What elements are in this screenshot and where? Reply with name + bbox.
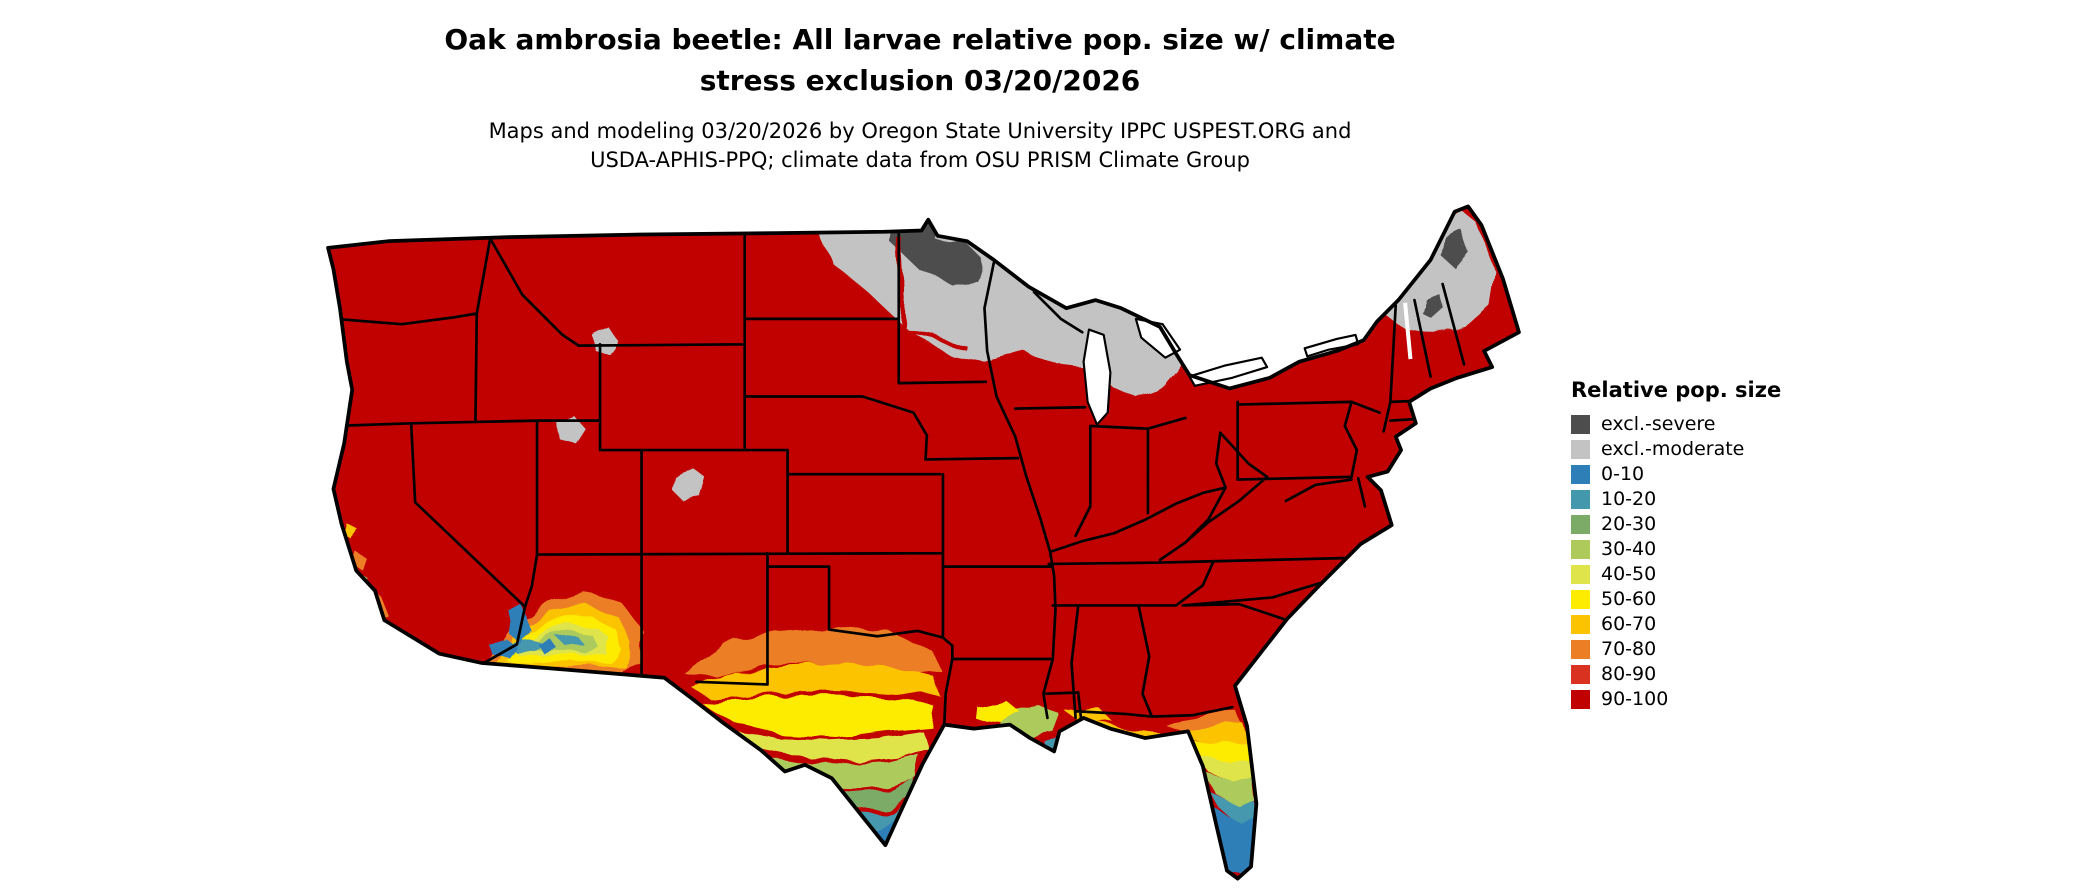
legend-swatch bbox=[1571, 690, 1590, 709]
florida-gradient bbox=[1091, 711, 1257, 875]
legend-swatch bbox=[1571, 415, 1590, 434]
legend-swatch bbox=[1571, 515, 1590, 534]
legend-item: 20-30 bbox=[1571, 512, 1781, 537]
legend-item: 10-20 bbox=[1571, 487, 1781, 512]
map-header: Oak ambrosia beetle: All larvae relative… bbox=[180, 20, 1660, 174]
map-subtitle: Maps and modeling 03/20/2026 by Oregon S… bbox=[180, 117, 1660, 174]
legend-label: 60-70 bbox=[1601, 613, 1657, 635]
legend-label: 0-10 bbox=[1601, 463, 1645, 485]
state-borders bbox=[332, 231, 1466, 726]
legend-swatch bbox=[1571, 615, 1590, 634]
legend-swatch bbox=[1571, 540, 1590, 559]
legend-label: 90-100 bbox=[1601, 688, 1669, 710]
legend-swatch bbox=[1571, 490, 1590, 509]
legend-item: 90-100 bbox=[1571, 687, 1781, 712]
lake-champlain bbox=[1403, 302, 1413, 360]
legend-label: 30-40 bbox=[1601, 538, 1657, 560]
map-title-line-2: stress exclusion 03/20/2026 bbox=[699, 63, 1141, 97]
legend-title: Relative pop. size bbox=[1571, 378, 1782, 402]
map-subtitle-line-2: USDA-APHIS-PPQ; climate data from OSU PR… bbox=[590, 147, 1250, 172]
legend-item: excl.-moderate bbox=[1571, 437, 1781, 462]
great-lakes bbox=[1082, 302, 1413, 426]
map-subtitle-line-1: Maps and modeling 03/20/2026 by Oregon S… bbox=[488, 119, 1352, 144]
southwest-gradient bbox=[342, 522, 643, 674]
legend-swatch bbox=[1571, 590, 1590, 609]
legend-label: 50-60 bbox=[1601, 588, 1657, 610]
legend-item: 50-60 bbox=[1571, 587, 1781, 612]
legend-item: 70-80 bbox=[1571, 637, 1781, 662]
legend-label: 40-50 bbox=[1601, 563, 1657, 585]
legend-item: 40-50 bbox=[1571, 562, 1781, 587]
lake-michigan bbox=[1082, 328, 1112, 426]
legend-item: 30-40 bbox=[1571, 537, 1781, 562]
legend: Relative pop. size excl.-severe excl.-mo… bbox=[1571, 378, 1781, 712]
legend-item: 80-90 bbox=[1571, 662, 1781, 687]
legend-item: excl.-severe bbox=[1571, 412, 1781, 437]
legend-swatch bbox=[1571, 465, 1590, 484]
legend-label: excl.-moderate bbox=[1601, 438, 1745, 460]
legend-swatch bbox=[1571, 440, 1590, 459]
texas-gradient bbox=[683, 626, 943, 862]
legend-item: 0-10 bbox=[1571, 462, 1781, 487]
legend-label: excl.-severe bbox=[1601, 413, 1716, 435]
legend-label: 80-90 bbox=[1601, 663, 1657, 685]
legend-swatch bbox=[1571, 640, 1590, 659]
legend-label: 70-80 bbox=[1601, 638, 1657, 660]
legend-label: 10-20 bbox=[1601, 488, 1657, 510]
legend-label: 20-30 bbox=[1601, 513, 1657, 535]
us-map-svg bbox=[326, 204, 1521, 881]
us-map bbox=[308, 201, 1527, 884]
lake-huron bbox=[1134, 317, 1182, 359]
legend-swatch bbox=[1571, 565, 1590, 584]
legend-swatch bbox=[1571, 665, 1590, 684]
map-title-line-1: Oak ambrosia beetle: All larvae relative… bbox=[444, 23, 1396, 56]
lake-erie bbox=[1188, 356, 1269, 387]
legend-item: 60-70 bbox=[1571, 612, 1781, 637]
